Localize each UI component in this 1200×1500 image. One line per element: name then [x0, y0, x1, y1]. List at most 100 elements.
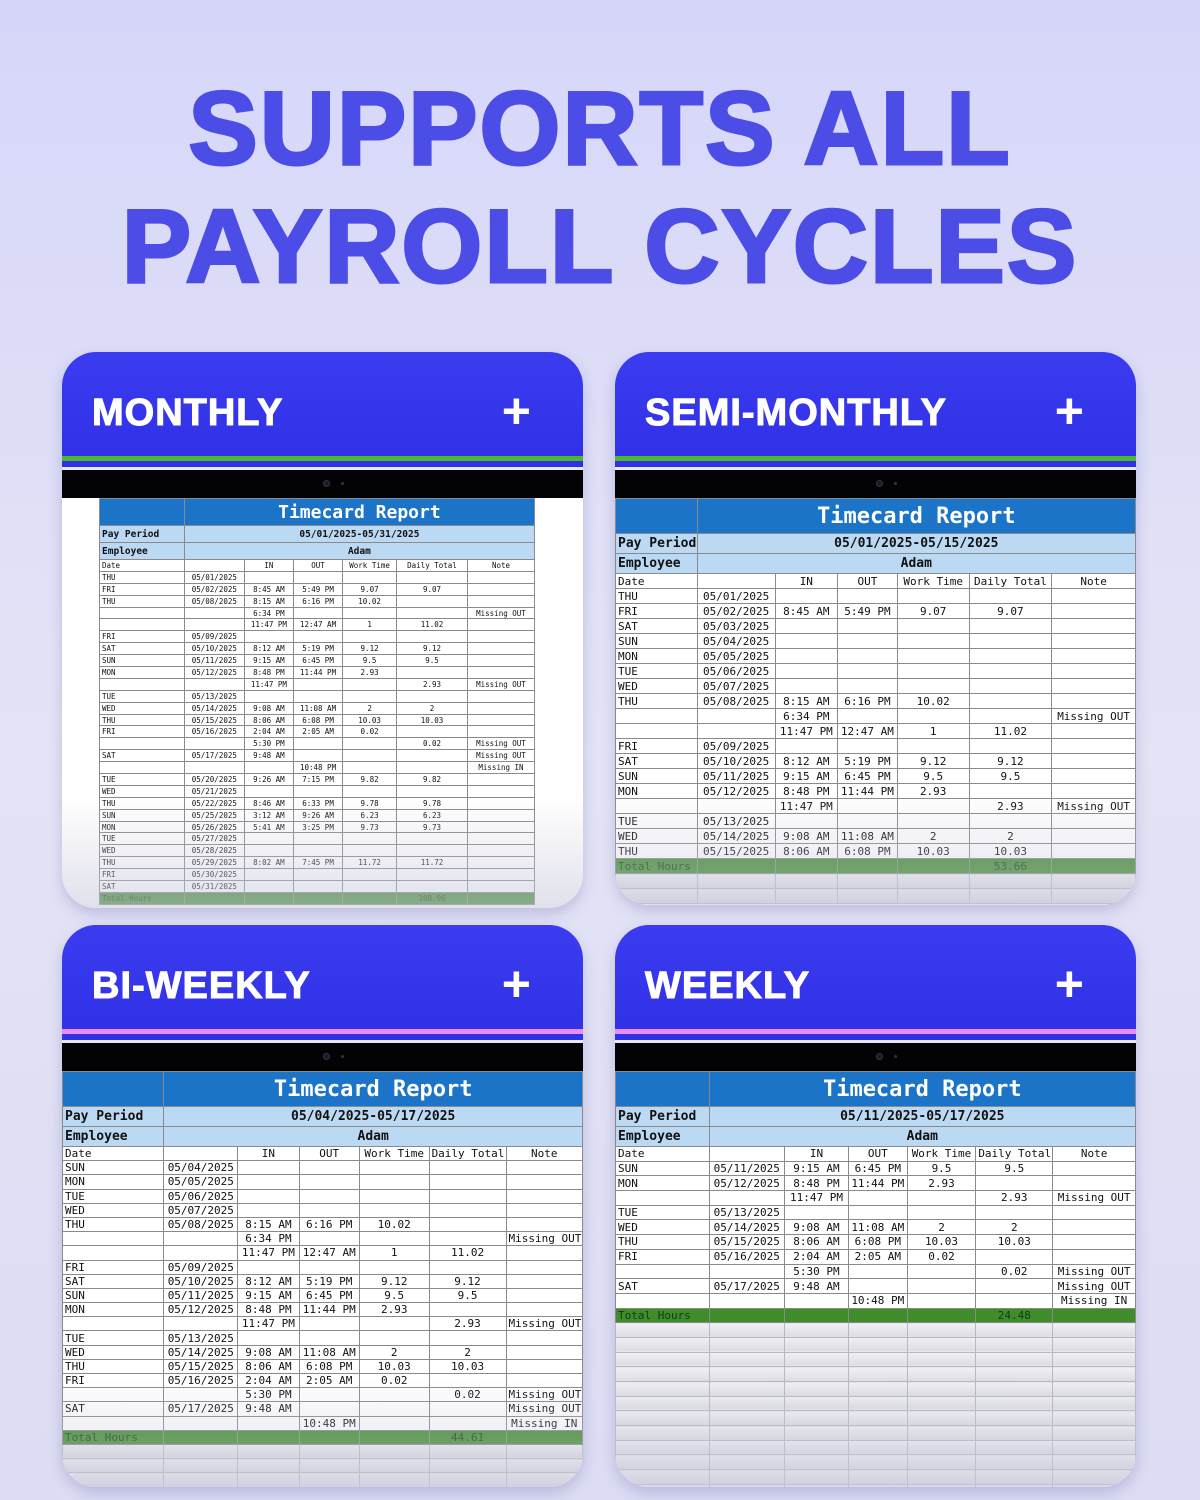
empty-cell[interactable] — [847, 1410, 908, 1427]
work-time-cell[interactable] — [896, 588, 970, 604]
daily-total-cell[interactable] — [396, 689, 468, 703]
work-time-cell[interactable]: 1 — [342, 618, 398, 632]
date-cell[interactable]: 05/14/2025 — [708, 1219, 785, 1236]
total-value[interactable]: 24.48 — [975, 1307, 1054, 1324]
note-cell[interactable] — [466, 582, 536, 596]
work-time-cell[interactable] — [896, 813, 970, 829]
in-cell[interactable]: 8:06 AM — [243, 713, 294, 727]
in-cell[interactable] — [774, 813, 839, 829]
note-cell[interactable] — [505, 1202, 583, 1218]
work-time-cell[interactable] — [896, 798, 970, 814]
total-cell[interactable] — [896, 858, 970, 874]
total-cell[interactable] — [1052, 1307, 1136, 1324]
day-cell[interactable]: WED — [99, 844, 185, 858]
note-cell[interactable] — [466, 713, 536, 727]
note-cell[interactable]: Missing OUT — [466, 749, 536, 763]
empty-cell[interactable] — [696, 873, 776, 889]
in-cell[interactable]: 6:34 PM — [243, 606, 294, 620]
out-cell[interactable] — [298, 1387, 360, 1403]
date-cell[interactable]: 05/12/2025 — [183, 666, 245, 679]
note-cell[interactable] — [1051, 588, 1136, 604]
date-cell[interactable] — [183, 737, 245, 751]
note-cell[interactable] — [466, 630, 536, 644]
empty-cell[interactable] — [975, 1381, 1054, 1397]
daily-total-cell[interactable]: 9.78 — [396, 796, 468, 810]
date-cell[interactable] — [183, 761, 245, 775]
note-cell[interactable] — [1052, 1160, 1136, 1177]
total-value[interactable]: 100.96 — [396, 891, 468, 905]
note-cell[interactable] — [466, 773, 536, 786]
date-cell[interactable]: 05/05/2025 — [696, 648, 776, 664]
day-cell[interactable]: TUE — [99, 689, 185, 703]
in-cell[interactable] — [774, 738, 839, 754]
in-cell[interactable]: 3:12 AM — [243, 808, 294, 822]
daily-total-cell[interactable] — [975, 1292, 1054, 1309]
empty-cell[interactable] — [1052, 1483, 1136, 1487]
date-cell[interactable]: 05/01/2025 — [183, 570, 245, 584]
total-value[interactable]: 53.66 — [968, 858, 1053, 874]
daily-total-cell[interactable]: 11.02 — [396, 618, 468, 632]
empty-cell[interactable] — [237, 1443, 300, 1460]
column-header[interactable]: Note — [1052, 1146, 1136, 1162]
note-cell[interactable] — [505, 1287, 583, 1304]
in-cell[interactable]: 9:08 AM — [783, 1219, 849, 1236]
empty-cell[interactable] — [1052, 1439, 1136, 1456]
date-cell[interactable] — [163, 1316, 239, 1332]
out-cell[interactable] — [298, 1188, 360, 1204]
work-time-cell[interactable] — [896, 618, 970, 634]
note-cell[interactable] — [505, 1259, 583, 1275]
out-cell[interactable] — [292, 737, 344, 751]
day-cell[interactable] — [62, 1231, 165, 1247]
work-time-cell[interactable] — [342, 749, 398, 763]
out-cell[interactable] — [292, 677, 344, 691]
note-cell[interactable]: Missing OUT — [505, 1387, 583, 1403]
note-cell[interactable] — [1051, 828, 1136, 844]
work-time-cell[interactable]: 2 — [358, 1344, 430, 1360]
in-cell[interactable]: 5:41 AM — [243, 820, 294, 834]
out-cell[interactable]: 11:08 AM — [837, 828, 898, 844]
work-time-cell[interactable] — [896, 708, 970, 724]
total-cell[interactable] — [243, 891, 294, 905]
out-cell[interactable]: 2:05 AM — [292, 725, 344, 739]
daily-total-cell[interactable] — [975, 1175, 1054, 1192]
daily-total-cell[interactable]: 11.02 — [968, 723, 1053, 739]
empty-cell[interactable] — [783, 1410, 849, 1427]
card-header[interactable]: BI-WEEKLY + — [62, 925, 583, 1035]
column-header[interactable]: IN — [783, 1146, 849, 1162]
work-time-cell[interactable] — [906, 1278, 977, 1294]
total-cell[interactable] — [696, 858, 776, 874]
note-cell[interactable] — [505, 1188, 583, 1204]
day-cell[interactable]: SAT — [62, 1273, 165, 1289]
out-cell[interactable]: 10:48 PM — [298, 1415, 360, 1431]
in-cell[interactable] — [243, 880, 294, 893]
in-cell[interactable]: 11:47 PM — [774, 723, 839, 739]
work-time-cell[interactable]: 9.12 — [358, 1273, 430, 1289]
pay-period-value[interactable]: 05/01/2025-05/31/2025 — [183, 525, 536, 543]
out-cell[interactable] — [298, 1401, 360, 1417]
note-cell[interactable] — [1051, 633, 1136, 649]
daily-total-cell[interactable] — [968, 678, 1053, 694]
day-cell[interactable]: SAT — [99, 880, 185, 893]
in-cell[interactable]: 8:06 AM — [237, 1358, 300, 1375]
out-cell[interactable]: 2:05 AM — [298, 1372, 360, 1389]
date-cell[interactable]: 05/15/2025 — [696, 843, 776, 859]
note-cell[interactable] — [466, 784, 536, 798]
work-time-cell[interactable]: 9.5 — [342, 654, 398, 668]
work-time-cell[interactable] — [342, 761, 398, 775]
work-time-cell[interactable]: 10.02 — [896, 693, 970, 709]
empty-cell[interactable] — [837, 888, 898, 904]
note-cell[interactable] — [1052, 1204, 1136, 1221]
day-cell[interactable]: THU — [99, 856, 185, 870]
out-cell[interactable] — [837, 648, 898, 664]
out-cell[interactable]: 6:16 PM — [298, 1216, 360, 1233]
empty-cell[interactable] — [358, 1472, 430, 1487]
note-cell[interactable] — [1052, 1234, 1136, 1250]
out-cell[interactable] — [292, 606, 344, 620]
empty-cell[interactable] — [975, 1395, 1054, 1412]
work-time-cell[interactable]: 10.02 — [342, 594, 398, 608]
empty-cell[interactable] — [906, 1366, 977, 1382]
in-cell[interactable]: 9:26 AM — [243, 773, 294, 786]
out-cell[interactable]: 6:45 PM — [292, 654, 344, 668]
date-cell[interactable] — [163, 1415, 239, 1431]
column-header[interactable]: Note — [466, 559, 536, 572]
